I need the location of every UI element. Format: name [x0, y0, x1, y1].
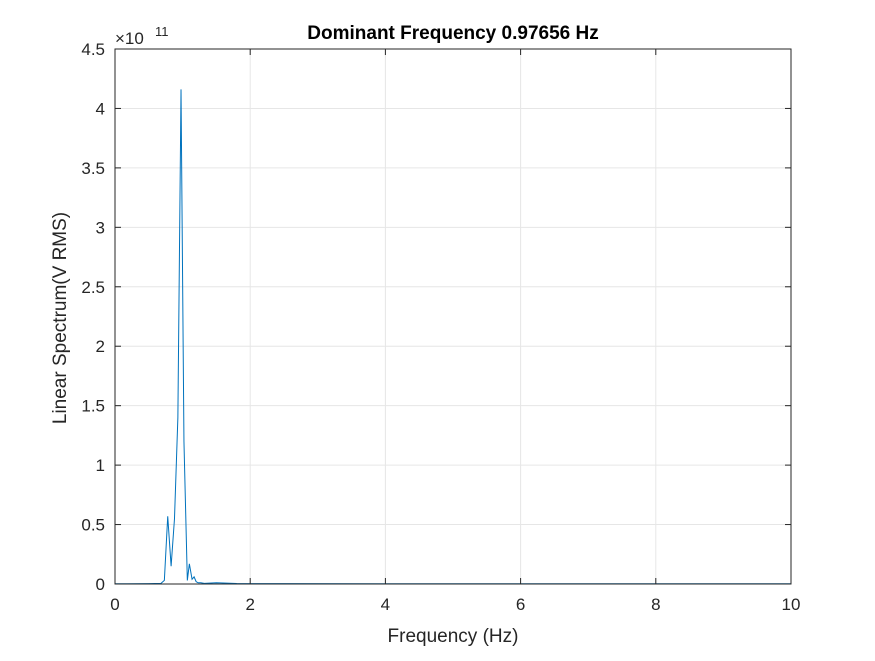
y-tick-label: 1	[96, 456, 105, 475]
y-tick-label: 4.5	[81, 40, 105, 59]
y-tick-label: 3.5	[81, 159, 105, 178]
y-tick-label: 3	[96, 218, 105, 237]
spectrum-series-line	[114, 89, 791, 585]
y-tick-label: 2	[96, 337, 105, 356]
y-exponent-power: 11	[155, 24, 169, 39]
tick-labels: 0 2 4 6 8 10 0 0.5 1 1.5 2 2.5 3 3.5 4 4.5	[81, 40, 800, 614]
y-exponent-base: ×10	[115, 29, 144, 48]
axes	[114, 48, 792, 585]
y-tick-label: 0.5	[81, 516, 105, 535]
chart-title: Dominant Frequency 0.97656 Hz	[307, 23, 598, 44]
y-tick-label: 1.5	[81, 397, 105, 416]
x-axis-label: Frequency (Hz)	[388, 626, 519, 647]
x-tick-label: 6	[516, 595, 525, 614]
x-tick-label: 8	[651, 595, 660, 614]
plot-area	[114, 89, 791, 585]
y-axis-label: Linear Spectrum(V RMS)	[50, 212, 71, 424]
y-tick-label: 2.5	[81, 278, 105, 297]
y-tick-label: 4	[96, 99, 105, 118]
axes-box	[114, 48, 792, 585]
x-tick-label: 0	[110, 595, 119, 614]
x-tick-label: 10	[782, 595, 801, 614]
y-tick-label: 0	[96, 575, 105, 594]
x-tick-label: 4	[381, 595, 390, 614]
grid-lines	[114, 48, 792, 585]
x-tick-label: 2	[245, 595, 254, 614]
